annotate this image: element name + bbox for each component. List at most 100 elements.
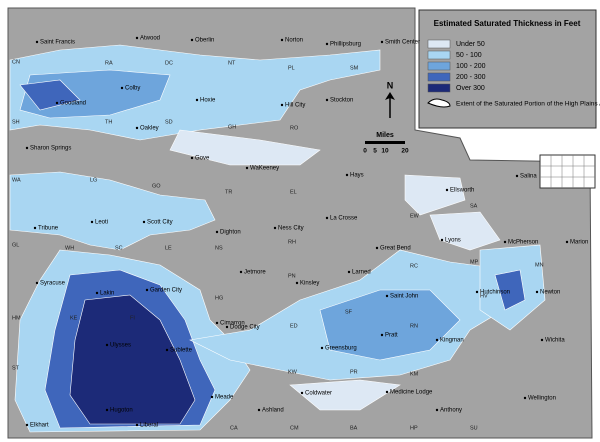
town-label: Smith Center	[385, 40, 420, 46]
county-label: RN	[410, 323, 418, 329]
town-label: Sublette	[170, 348, 193, 354]
extent-swatch	[427, 98, 451, 108]
county-label: RH	[288, 239, 296, 245]
county-label: HG	[215, 295, 223, 301]
county-label: PR	[350, 369, 358, 375]
town-label: Gove	[195, 156, 210, 162]
legend-swatch	[427, 50, 451, 60]
county-label: WA	[12, 177, 21, 183]
town-label: Tribune	[38, 226, 59, 232]
town-dot	[35, 40, 39, 44]
town-dot	[345, 173, 349, 177]
county-label: HM	[12, 315, 21, 321]
town-dot	[25, 423, 29, 427]
county-label: HP	[410, 425, 418, 431]
town-label: Atwood	[140, 36, 160, 42]
county-label: CA	[230, 425, 238, 431]
town-label: Garden City	[150, 288, 182, 294]
county-label: SU	[470, 425, 478, 431]
town-dot	[280, 103, 284, 107]
town-label: Hill City	[285, 103, 305, 109]
town-label: Syracuse	[40, 281, 66, 287]
north-arrow	[385, 92, 395, 100]
town-dot	[225, 325, 229, 329]
town-label: Lyons	[445, 238, 461, 244]
town-label: Hoxie	[200, 98, 216, 104]
town-label: Hugoton	[110, 408, 133, 414]
town-label: Medicine Lodge	[390, 390, 433, 396]
north-label: N	[387, 80, 394, 90]
aquifer-shapes	[9, 44, 546, 433]
town-dot	[440, 238, 444, 242]
county-label: RC	[410, 263, 418, 269]
town-dot	[90, 220, 94, 224]
town-dot	[380, 40, 384, 44]
town-dot	[135, 126, 139, 130]
town-label: Cimarron	[220, 321, 245, 327]
town-dot	[503, 240, 507, 244]
scale-bar	[365, 141, 405, 144]
town-label: Greensburg	[325, 346, 357, 352]
town-dot	[215, 321, 219, 325]
town-dot	[535, 290, 539, 294]
town-dot	[135, 36, 139, 40]
town-label: Kingman	[440, 338, 464, 344]
county-label: FI	[130, 315, 135, 321]
county-label: LE	[165, 245, 172, 251]
legend-label: 50 - 100	[456, 52, 482, 59]
town-label: Hutchinson	[480, 290, 510, 296]
county-label: EW	[410, 213, 420, 219]
town-dot	[215, 230, 219, 234]
county-label: NT	[228, 60, 236, 66]
county-label: LG	[90, 177, 97, 183]
town-label: Liberal	[140, 423, 158, 429]
county-label: TR	[225, 189, 232, 195]
town-label: Coldwater	[305, 391, 332, 397]
county-label: DC	[165, 60, 173, 66]
town-label: Scott City	[147, 220, 173, 226]
town-dot	[245, 166, 249, 170]
town-dot	[325, 42, 329, 46]
town-dot	[375, 246, 379, 250]
town-dot	[142, 220, 146, 224]
town-dot	[25, 146, 29, 150]
town-dot	[239, 270, 243, 274]
legend: Estimated Saturated Thickness in Feet Und…	[427, 19, 600, 108]
county-label: KM	[410, 371, 419, 377]
town-label: Salina	[520, 174, 537, 180]
town-label: Saint Francis	[40, 40, 75, 46]
legend-swatch	[427, 83, 451, 93]
town-dot	[257, 408, 261, 412]
inset-grid	[540, 155, 595, 188]
scale-title: Miles	[376, 132, 394, 139]
town-label: Goodland	[60, 101, 86, 107]
town-label: Newton	[540, 290, 560, 296]
legend-label: Over 300	[456, 85, 485, 92]
county-label: NS	[215, 245, 223, 251]
town-label: Wellington	[528, 396, 556, 402]
town-dot	[435, 338, 439, 342]
town-dot	[295, 281, 299, 285]
scale-label: 10	[381, 148, 389, 155]
town-dot	[195, 98, 199, 102]
county-label: SD	[165, 119, 173, 125]
scale-label: 0	[363, 148, 367, 155]
county-label: WH	[65, 245, 74, 251]
town-label: Ellsworth	[450, 188, 474, 194]
county-label: PN	[288, 273, 296, 279]
town-dot	[300, 391, 304, 395]
town-label: Ness City	[278, 226, 304, 232]
town-label: Dodge City	[230, 325, 260, 331]
town-dot	[515, 174, 519, 178]
scale-label: 20	[401, 148, 409, 155]
town-dot	[475, 290, 479, 294]
town-dot	[540, 338, 544, 342]
town-label: WaKeeney	[250, 166, 279, 172]
town-dot	[55, 101, 59, 105]
town-dot	[435, 408, 439, 412]
town-label: Sharon Springs	[30, 146, 71, 152]
town-dot	[445, 188, 449, 192]
county-label: CM	[290, 425, 299, 431]
county-label: SA	[470, 203, 478, 209]
